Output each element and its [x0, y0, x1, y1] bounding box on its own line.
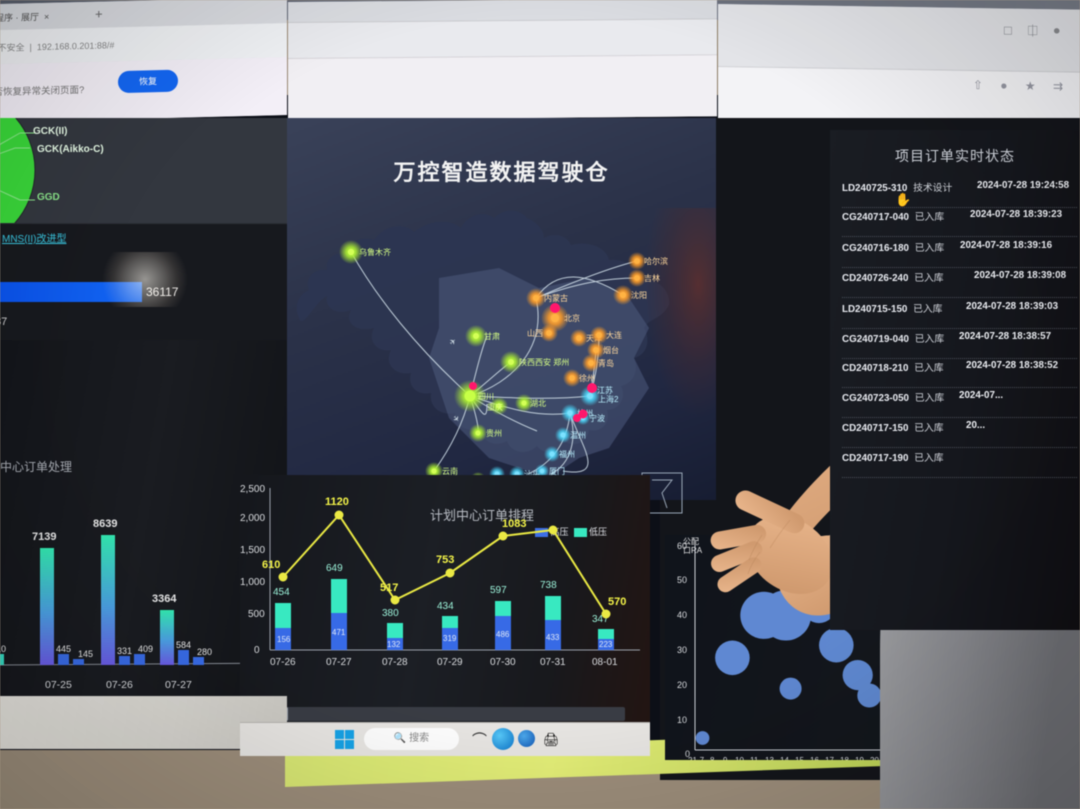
- svg-text:156: 156: [277, 635, 291, 644]
- svg-text:烟台: 烟台: [603, 345, 619, 355]
- svg-text:409: 409: [138, 644, 153, 654]
- svg-text:50: 50: [677, 575, 687, 585]
- svg-text:重庆: 重庆: [487, 402, 503, 412]
- svg-text:贵州: 贵州: [486, 428, 502, 438]
- svg-text:380: 380: [382, 608, 399, 619]
- svg-text:大连: 大连: [606, 330, 622, 340]
- svg-text:40: 40: [677, 610, 687, 620]
- svg-text:132: 132: [387, 640, 401, 649]
- svg-text:30: 30: [677, 645, 687, 655]
- svg-text:500: 500: [248, 609, 265, 620]
- svg-text:11: 11: [750, 756, 759, 760]
- svg-text:16: 16: [810, 756, 819, 760]
- svg-text:9: 9: [723, 756, 728, 760]
- svg-text:1120: 1120: [325, 496, 349, 508]
- svg-text:3364: 3364: [152, 593, 177, 605]
- svg-text:10: 10: [677, 715, 687, 725]
- svg-text:江苏: 江苏: [597, 385, 613, 395]
- svg-text:08-01: 08-01: [592, 657, 618, 668]
- svg-text:福州: 福州: [559, 450, 575, 459]
- svg-text:610: 610: [262, 559, 280, 571]
- svg-text:07-26: 07-26: [106, 679, 133, 691]
- svg-text:15: 15: [795, 756, 804, 760]
- svg-text:1,000: 1,000: [240, 577, 265, 588]
- svg-text:20: 20: [677, 680, 687, 690]
- svg-text:331: 331: [117, 646, 132, 656]
- svg-text:584: 584: [176, 640, 191, 650]
- svg-text:北京: 北京: [564, 313, 580, 323]
- svg-text:649: 649: [326, 563, 343, 574]
- svg-text:280: 280: [197, 647, 212, 657]
- svg-text:14: 14: [780, 756, 789, 760]
- svg-text:486: 486: [496, 630, 510, 639]
- svg-text:13: 13: [765, 756, 774, 760]
- svg-text:60: 60: [677, 541, 687, 551]
- svg-text:18: 18: [840, 756, 849, 760]
- svg-text:1083: 1083: [502, 518, 526, 530]
- svg-text:07-27: 07-27: [165, 679, 192, 691]
- svg-text:乌鲁木齐: 乌鲁木齐: [359, 247, 391, 257]
- svg-text:07-26: 07-26: [270, 657, 296, 668]
- svg-text:10: 10: [0, 644, 6, 654]
- svg-text:145: 145: [78, 649, 93, 659]
- svg-text:8639: 8639: [93, 518, 117, 530]
- svg-text:433: 433: [546, 633, 560, 642]
- svg-text:10: 10: [735, 756, 744, 760]
- svg-text:07-29: 07-29: [437, 657, 463, 668]
- svg-text:吉林: 吉林: [644, 273, 660, 283]
- svg-text:597: 597: [490, 585, 507, 596]
- svg-text:青岛: 青岛: [598, 358, 614, 368]
- svg-text:20: 20: [870, 756, 879, 760]
- svg-text:上海2: 上海2: [598, 394, 619, 404]
- svg-text:温州: 温州: [570, 431, 586, 440]
- svg-text:07-31: 07-31: [540, 657, 566, 668]
- svg-text:2,500: 2,500: [240, 484, 265, 495]
- svg-text:陕西西安 郑州: 陕西西安 郑州: [519, 357, 569, 367]
- svg-text:753: 753: [436, 554, 454, 566]
- svg-text:21-7: 21-7: [688, 756, 705, 760]
- svg-text:7139: 7139: [32, 531, 56, 543]
- svg-text:07-28: 07-28: [382, 657, 408, 668]
- svg-text:1,500: 1,500: [240, 545, 265, 556]
- svg-text:434: 434: [437, 601, 454, 612]
- svg-text:319: 319: [443, 634, 457, 643]
- svg-text:内蒙古: 内蒙古: [544, 293, 568, 303]
- svg-text:445: 445: [56, 644, 71, 654]
- svg-text:哈尔滨: 哈尔滨: [644, 256, 668, 266]
- svg-text:8: 8: [710, 756, 715, 760]
- svg-text:0: 0: [254, 645, 260, 656]
- svg-text:19: 19: [855, 756, 864, 760]
- svg-text:四川: 四川: [478, 392, 494, 401]
- svg-text:223: 223: [599, 640, 613, 649]
- svg-text:徐州: 徐州: [579, 373, 595, 383]
- svg-text:2,000: 2,000: [240, 513, 265, 524]
- svg-text:471: 471: [332, 628, 346, 637]
- svg-text:517: 517: [380, 582, 398, 594]
- svg-text:山西: 山西: [527, 328, 543, 338]
- svg-text:甘肃: 甘肃: [484, 331, 500, 341]
- svg-text:570: 570: [608, 596, 626, 608]
- svg-text:17: 17: [825, 756, 834, 760]
- svg-text:738: 738: [540, 580, 557, 591]
- svg-text:07-30: 07-30: [490, 657, 516, 668]
- svg-text:454: 454: [273, 587, 290, 598]
- svg-text:宁波: 宁波: [589, 413, 605, 423]
- svg-text:湖北: 湖北: [530, 399, 546, 408]
- svg-text:07-25: 07-25: [45, 679, 72, 691]
- svg-text:07-27: 07-27: [326, 657, 352, 668]
- svg-text:沈阳: 沈阳: [631, 290, 647, 300]
